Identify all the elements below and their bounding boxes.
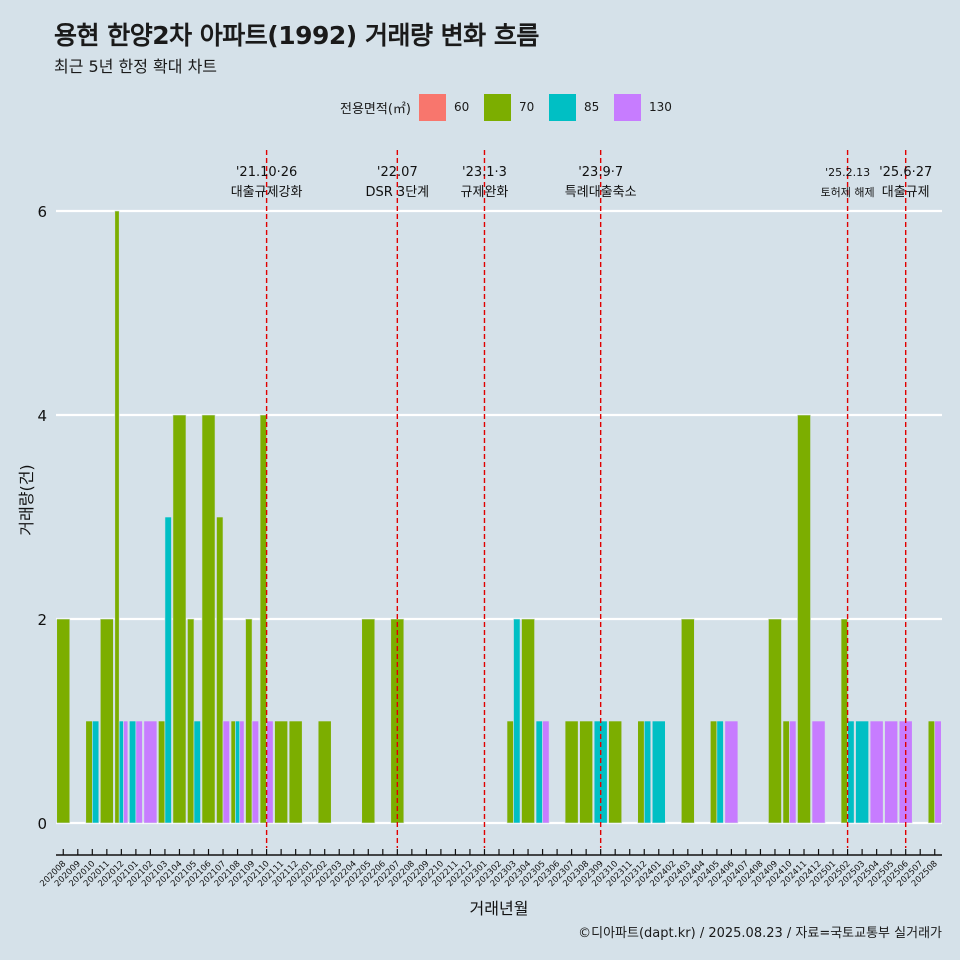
legend-swatch-70 bbox=[483, 93, 511, 121]
legend-item-130: 130 bbox=[613, 93, 672, 121]
legend-label-130: 130 bbox=[648, 100, 672, 114]
bar-202103-85 bbox=[164, 516, 172, 824]
bar-202012-70 bbox=[114, 210, 120, 824]
event-label-202309: 특례대출축소 bbox=[565, 185, 637, 200]
bar-202106-70 bbox=[201, 414, 216, 824]
legend: 전용면적(㎡) 60 70 85 130 bbox=[340, 93, 680, 121]
bar-202109-70 bbox=[245, 618, 253, 824]
legend-label-85: 85 bbox=[583, 100, 600, 114]
y-tick-label: 2 bbox=[37, 611, 47, 629]
bar-202012-85 bbox=[118, 720, 124, 824]
bar-202508-130 bbox=[934, 720, 942, 824]
event-date-202309: '23.9·7 bbox=[578, 165, 623, 180]
y-tick-label: 0 bbox=[37, 815, 47, 833]
event-label-202502: 토허제 해제 bbox=[821, 185, 875, 199]
bar-202010-85 bbox=[92, 720, 100, 824]
bar-202109-130 bbox=[251, 720, 259, 824]
bar-202205-70 bbox=[361, 618, 376, 824]
bar-202502-85 bbox=[847, 720, 855, 824]
bar-202308-70 bbox=[579, 720, 593, 824]
bar-202504-130 bbox=[869, 720, 884, 824]
bar-202405-85 bbox=[716, 720, 724, 824]
bar-202410-70 bbox=[782, 720, 790, 824]
bar-202105-85 bbox=[193, 720, 201, 824]
bar-202505-130 bbox=[884, 720, 898, 824]
bar-202010-70 bbox=[85, 720, 93, 824]
legend-item-85: 85 bbox=[548, 93, 606, 121]
bar-202312-70 bbox=[637, 720, 645, 824]
bar-202202-70 bbox=[317, 720, 332, 824]
bar-202108-130 bbox=[239, 720, 245, 824]
legend-title: 전용면적(㎡) bbox=[340, 101, 411, 117]
legend-label-60: 60 bbox=[453, 100, 470, 114]
event-label-202110: 대출규제강화 bbox=[231, 185, 303, 200]
bar-202112-70 bbox=[288, 720, 303, 824]
event-date-202301: '23.1·3 bbox=[462, 165, 507, 180]
bar-202107-130 bbox=[222, 720, 230, 824]
bar-202108-85 bbox=[235, 720, 241, 824]
legend-item-70: 70 bbox=[483, 93, 541, 121]
bar-202305-85 bbox=[535, 720, 543, 824]
y-tick-label: 6 bbox=[37, 203, 47, 221]
bar-202108-70 bbox=[230, 720, 236, 824]
legend-item-60: 60 bbox=[418, 93, 476, 121]
bar-202401-85 bbox=[651, 720, 666, 824]
event-label-202301: 규제완화 bbox=[461, 185, 509, 200]
event-date-202502: '25.2.13 bbox=[825, 166, 870, 179]
bar-202104-70 bbox=[172, 414, 187, 824]
y-axis-title: 거래량(건) bbox=[17, 464, 36, 535]
legend-swatch-60 bbox=[418, 93, 446, 121]
bar-202012-130 bbox=[123, 720, 129, 824]
bar-202102-130 bbox=[143, 720, 158, 824]
event-date-202207: '22.07 bbox=[377, 165, 418, 180]
bar-202303-70 bbox=[506, 720, 514, 824]
bar-202503-85 bbox=[855, 720, 869, 824]
bar-202405-70 bbox=[710, 720, 718, 824]
x-axis-title: 거래년월 bbox=[470, 899, 529, 918]
bar-202307-70 bbox=[564, 720, 579, 824]
event-label-202506: 대출규제 bbox=[882, 185, 930, 200]
bar-202410-130 bbox=[789, 720, 797, 824]
bar-202110-70 bbox=[259, 414, 267, 824]
legend-label-70: 70 bbox=[518, 100, 535, 114]
source-caption: ©디아파트(dapt.kr) / 2025.08.23 / 자료=국토교통부 실… bbox=[578, 926, 942, 941]
event-label-202207: DSR 3단계 bbox=[366, 185, 430, 200]
bar-202008-70 bbox=[56, 618, 71, 824]
legend-swatch-130 bbox=[613, 93, 641, 121]
bar-202107-70 bbox=[216, 516, 224, 824]
bar-202304-70 bbox=[521, 618, 535, 824]
chart-title: 용현 한양2차 아파트(1992) 거래량 변화 흐름 bbox=[54, 21, 539, 50]
bar-202502-70 bbox=[840, 618, 848, 824]
bar-202312-85 bbox=[643, 720, 652, 824]
bar-202411-70 bbox=[797, 414, 811, 824]
y-tick-label: 4 bbox=[37, 407, 47, 425]
bar-202310-70 bbox=[608, 720, 623, 824]
bar-202409-70 bbox=[768, 618, 782, 824]
chart-subtitle: 최근 5년 한정 확대 차트 bbox=[54, 57, 218, 76]
bar-202403-70 bbox=[680, 618, 695, 824]
bar-202011-70 bbox=[100, 618, 114, 824]
bar-202412-130 bbox=[811, 720, 826, 824]
bar-202110-130 bbox=[266, 720, 274, 824]
event-date-202110: '21.10·26 bbox=[236, 165, 297, 180]
bar-202101-85 bbox=[129, 720, 137, 824]
bar-202111-70 bbox=[274, 720, 288, 824]
event-date-202506: '25.6·27 bbox=[879, 165, 932, 180]
bar-202103-70 bbox=[158, 720, 166, 824]
bar-202406-130 bbox=[724, 720, 739, 824]
bar-202105-70 bbox=[187, 618, 195, 824]
bar-202303-85 bbox=[513, 618, 521, 824]
legend-swatch-85 bbox=[548, 93, 576, 121]
bar-202101-130 bbox=[135, 720, 143, 824]
bar-202305-130 bbox=[542, 720, 550, 824]
bar-202508-70 bbox=[927, 720, 936, 824]
